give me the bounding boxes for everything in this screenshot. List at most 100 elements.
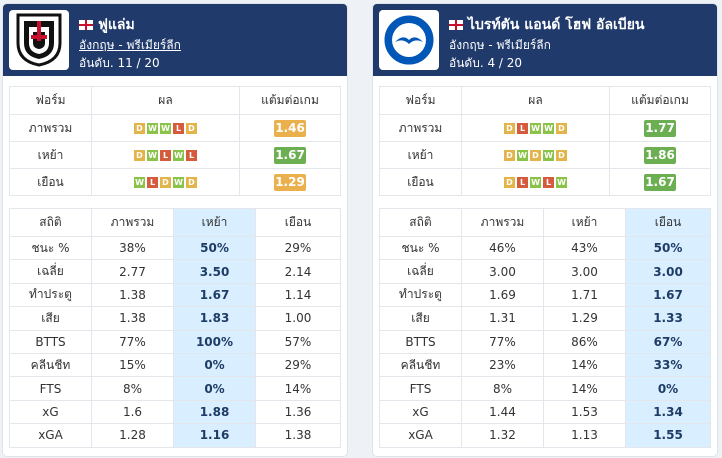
- result-badge-d: D: [504, 123, 515, 134]
- fulham-crest-icon[interactable]: [9, 10, 69, 70]
- stat-value: 1.00: [255, 306, 341, 331]
- stats-header-home: เหย้า: [543, 208, 626, 237]
- stat-value: 2.77: [91, 259, 174, 284]
- result-badge-d: D: [134, 150, 145, 161]
- stats-header-away: เยือน: [255, 208, 341, 237]
- stat-label: เสีย: [9, 306, 92, 331]
- stats-row: คลีนชีท 15% 0% 29%: [9, 352, 341, 378]
- team-header: ฟูแล่ม อังกฤษ - พรีเมียร์ลีก อันดับ. 11 …: [3, 4, 347, 76]
- result-badge-l: L: [160, 150, 171, 161]
- ppg-badge: 1.77: [644, 119, 676, 137]
- ppg-cell: 1.77: [609, 114, 711, 142]
- stat-label: เสีย: [379, 306, 462, 331]
- form-label: เหย้า: [9, 141, 92, 169]
- stat-label: FTS: [9, 376, 92, 401]
- stats-row: เฉลี่ย 2.77 3.50 2.14: [9, 259, 341, 284]
- stat-label: FTS: [379, 376, 462, 401]
- brighton-crest-icon[interactable]: [379, 10, 439, 70]
- stats-row: xGA 1.28 1.16 1.38: [9, 423, 341, 448]
- team-rank: อันดับ. 4 / 20: [449, 56, 523, 70]
- stat-value: 29%: [255, 352, 341, 378]
- stat-label: เฉลี่ย: [9, 259, 92, 284]
- stats-row: ทำประตู 1.38 1.67 1.14: [9, 282, 341, 308]
- result-badge-d: D: [504, 177, 515, 188]
- result-badge-l: L: [543, 177, 554, 188]
- stat-value: 77%: [91, 329, 174, 354]
- stat-label: ชนะ %: [9, 235, 92, 261]
- stat-label: BTTS: [379, 329, 462, 354]
- stat-value: 15%: [91, 352, 174, 378]
- stats-row: FTS 8% 0% 14%: [9, 376, 341, 401]
- team-name[interactable]: ฟูแล่ม: [98, 17, 135, 33]
- stat-value: 1.31: [461, 306, 544, 331]
- team-name[interactable]: ไบรท์ตัน แอนด์ โฮฟ อัลเบียน: [468, 17, 645, 33]
- result-badge-w: W: [543, 123, 554, 134]
- stat-label: ทำประตู: [379, 282, 462, 308]
- stat-value: 1.33: [625, 306, 711, 331]
- stat-value: 1.53: [543, 399, 626, 425]
- form-label: เหย้า: [379, 141, 462, 169]
- stat-value: 0%: [173, 352, 256, 378]
- stat-value: 14%: [543, 352, 626, 378]
- stat-value: 1.83: [173, 306, 256, 331]
- stats-row: คลีนชีท 23% 14% 33%: [379, 352, 711, 378]
- result-badge-d: D: [134, 123, 145, 134]
- stat-value: 1.88: [173, 399, 256, 425]
- stat-value: 1.36: [255, 399, 341, 425]
- stat-value: 1.6: [91, 399, 174, 425]
- stat-label: xG: [379, 399, 462, 425]
- stats-header-overall: ภาพรวม: [461, 208, 544, 237]
- stat-value: 1.28: [91, 423, 174, 448]
- result-badge-w: W: [517, 150, 528, 161]
- stat-value: 86%: [543, 329, 626, 354]
- england-flag-icon: [79, 20, 93, 30]
- stats-row: เสีย 1.38 1.83 1.00: [9, 306, 341, 331]
- result-badge-l: L: [517, 123, 528, 134]
- league-link[interactable]: อังกฤษ - พรีเมียร์ลีก: [449, 38, 551, 52]
- result-badge-d: D: [556, 123, 567, 134]
- stat-value: 1.14: [255, 282, 341, 308]
- result-badge-l: L: [173, 123, 184, 134]
- stat-value: 1.38: [91, 282, 174, 308]
- league-link[interactable]: อังกฤษ - พรีเมียร์ลีก: [79, 38, 181, 52]
- stats-header-stat: สถิติ: [379, 208, 462, 237]
- stats-header-home: เหย้า: [173, 208, 256, 237]
- stat-value: 3.00: [625, 259, 711, 284]
- result-badge-w: W: [556, 177, 567, 188]
- form-header-form: ฟอร์ม: [379, 86, 462, 115]
- stat-value: 1.34: [625, 399, 711, 425]
- stat-value: 14%: [543, 376, 626, 401]
- stat-value: 29%: [255, 235, 341, 261]
- form-header-result: ผล: [461, 86, 610, 115]
- stats-row: ทำประตู 1.69 1.71 1.67: [379, 282, 711, 308]
- stat-value: 43%: [543, 235, 626, 261]
- stat-value: 1.67: [173, 282, 256, 308]
- stat-label: ทำประตู: [9, 282, 92, 308]
- result-badge-d: D: [530, 150, 541, 161]
- stats-row: xGA 1.32 1.13 1.55: [379, 423, 711, 448]
- result-badge-w: W: [530, 177, 541, 188]
- result-badge-w: W: [160, 123, 171, 134]
- ppg-badge: 1.46: [274, 119, 306, 137]
- stat-value: 3.50: [173, 259, 256, 284]
- stat-value: 2.14: [255, 259, 341, 284]
- stat-value: 1.71: [543, 282, 626, 308]
- ppg-badge: 1.86: [644, 146, 676, 164]
- stat-value: 1.69: [461, 282, 544, 308]
- stat-label: BTTS: [9, 329, 92, 354]
- stat-value: 1.29: [543, 306, 626, 331]
- form-label: เยือน: [379, 168, 462, 196]
- stat-label: เฉลี่ย: [379, 259, 462, 284]
- stats-row: xG 1.6 1.88 1.36: [9, 399, 341, 425]
- result-badge-l: L: [186, 150, 197, 161]
- stat-value: 3.00: [461, 259, 544, 284]
- stat-value: 77%: [461, 329, 544, 354]
- stats-row: xG 1.44 1.53 1.34: [379, 399, 711, 425]
- england-flag-icon: [449, 20, 463, 30]
- result-badge-d: D: [186, 123, 197, 134]
- stats-header-away: เยือน: [625, 208, 711, 237]
- result-badge-w: W: [173, 177, 184, 188]
